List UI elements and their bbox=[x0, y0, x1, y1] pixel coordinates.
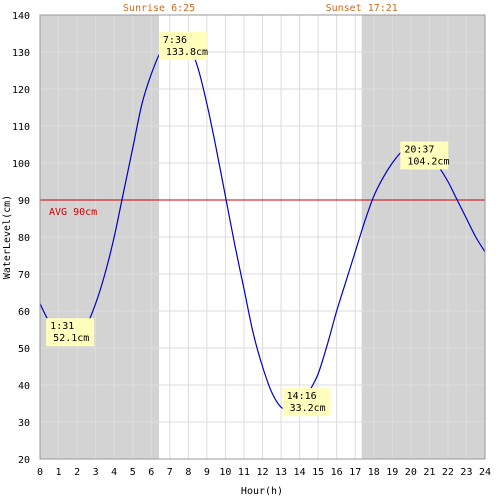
y-tick-label: 60 bbox=[18, 307, 30, 318]
sunrise-label: Sunrise 6:25 bbox=[123, 3, 195, 14]
x-tick-label: 18 bbox=[368, 467, 380, 478]
y-tick-label: 90 bbox=[18, 196, 30, 207]
extreme-time-label: 20:37 bbox=[404, 144, 434, 155]
x-tick-label: 23 bbox=[460, 467, 472, 478]
extreme-annotation-box bbox=[46, 318, 95, 347]
x-tick-label: 0 bbox=[37, 467, 43, 478]
extreme-annotation-box bbox=[158, 31, 207, 60]
x-tick-label: 1 bbox=[56, 467, 62, 478]
y-tick-label: 80 bbox=[18, 233, 30, 244]
y-tick-label: 130 bbox=[12, 48, 30, 59]
y-tick-label: 140 bbox=[12, 11, 30, 22]
y-tick-label: 70 bbox=[18, 270, 30, 281]
extreme-annotation-box bbox=[282, 388, 331, 417]
extreme-time-label: 1:31 bbox=[50, 321, 74, 332]
extreme-time-label: 14:16 bbox=[287, 391, 317, 402]
y-tick-label: 30 bbox=[18, 418, 30, 429]
x-tick-label: 7 bbox=[167, 467, 173, 478]
x-tick-label: 2 bbox=[74, 467, 80, 478]
x-tick-label: 17 bbox=[349, 467, 361, 478]
x-tick-label: 16 bbox=[331, 467, 343, 478]
x-tick-label: 6 bbox=[148, 467, 154, 478]
x-tick-label: 11 bbox=[238, 467, 250, 478]
x-tick-label: 20 bbox=[405, 467, 417, 478]
extreme-value-label: 133.8cm bbox=[166, 47, 208, 58]
y-axis-label: WaterLevel(cm) bbox=[2, 195, 13, 279]
x-tick-label: 22 bbox=[442, 467, 454, 478]
x-tick-label: 10 bbox=[219, 467, 231, 478]
x-axis-label: Hour(h) bbox=[241, 486, 283, 497]
x-tick-label: 21 bbox=[423, 467, 435, 478]
y-tick-label: 40 bbox=[18, 381, 30, 392]
x-tick-label: 5 bbox=[130, 467, 136, 478]
x-tick-label: 14 bbox=[294, 467, 306, 478]
extreme-time-label: 7:36 bbox=[163, 35, 187, 46]
x-tick-label: 15 bbox=[312, 467, 324, 478]
sunset-label: Sunset 17:21 bbox=[326, 3, 398, 14]
y-tick-label: 50 bbox=[18, 344, 30, 355]
y-tick-label: 100 bbox=[12, 159, 30, 170]
avg-label: AVG 90cm bbox=[49, 207, 97, 218]
y-tick-label: 120 bbox=[12, 85, 30, 96]
extreme-annotation-box bbox=[400, 141, 449, 170]
x-tick-label: 24 bbox=[479, 467, 491, 478]
x-tick-label: 8 bbox=[185, 467, 191, 478]
x-tick-label: 19 bbox=[386, 467, 398, 478]
y-tick-label: 20 bbox=[18, 455, 30, 466]
y-tick-label: 110 bbox=[12, 122, 30, 133]
x-tick-label: 12 bbox=[256, 467, 268, 478]
x-tick-label: 13 bbox=[275, 467, 287, 478]
x-tick-label: 4 bbox=[111, 467, 117, 478]
x-tick-label: 3 bbox=[93, 467, 99, 478]
extreme-value-label: 104.2cm bbox=[407, 156, 449, 167]
plot-frame bbox=[39, 14, 486, 460]
extreme-value-label: 52.1cm bbox=[53, 333, 89, 344]
extreme-value-label: 33.2cm bbox=[290, 403, 326, 414]
x-tick-label: 9 bbox=[204, 467, 210, 478]
